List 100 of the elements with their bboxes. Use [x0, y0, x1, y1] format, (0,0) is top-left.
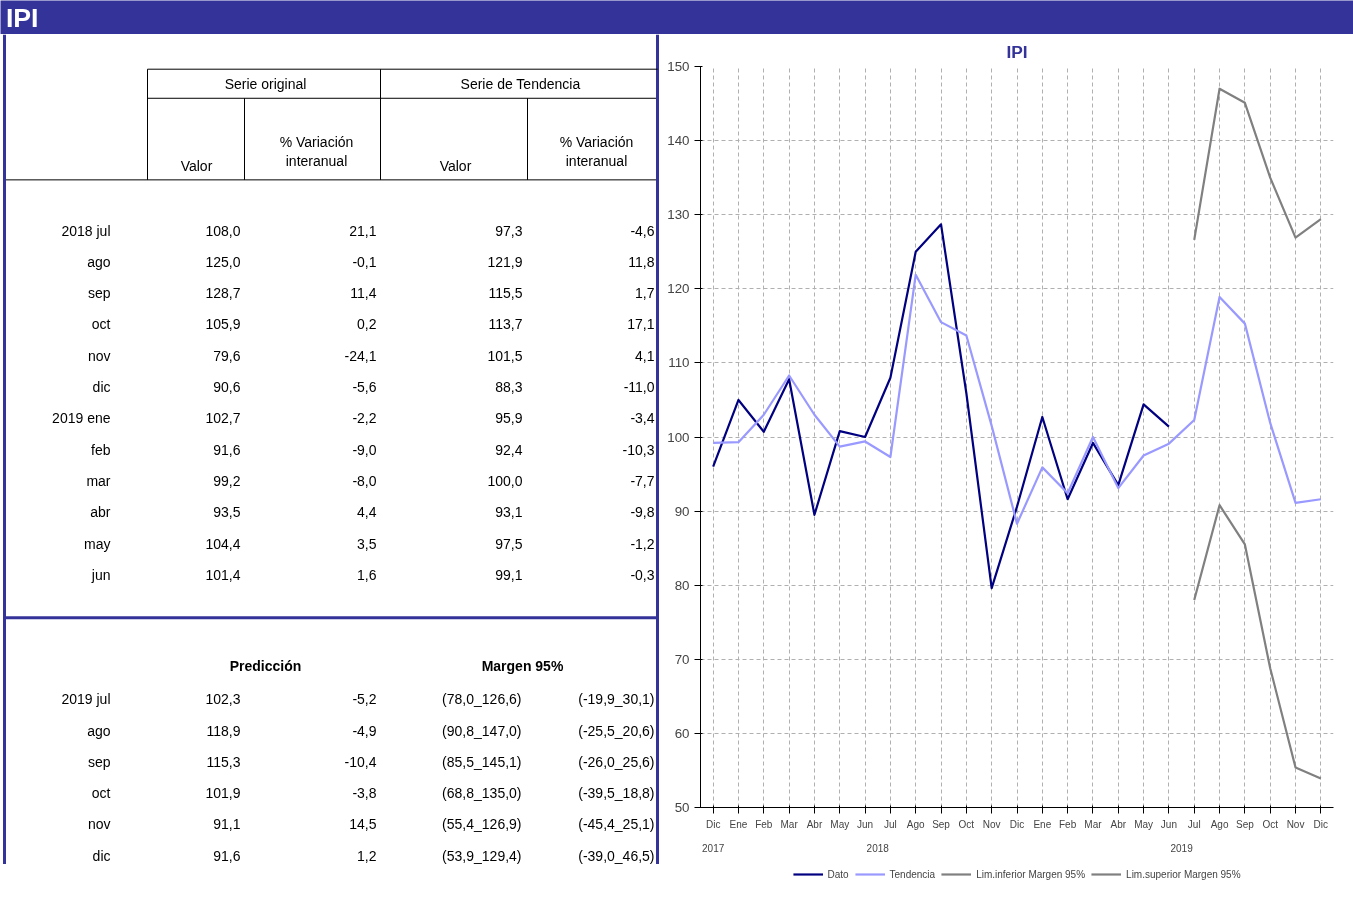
text: 2019 jul: [61, 691, 111, 708]
text: 93,1: [495, 504, 523, 521]
text: -4,9: [352, 722, 377, 739]
text: 0,2: [357, 316, 377, 333]
text: 115,5: [488, 285, 523, 302]
x-tick-label: Sep: [1235, 818, 1255, 830]
x-tick-label: Jul: [884, 818, 897, 830]
y-tick-label: 70: [674, 651, 690, 667]
x-tick-label: Oct: [958, 818, 975, 830]
y-tick-label: 150: [667, 59, 690, 74]
text: 118,9: [206, 722, 241, 739]
text: 97,3: [495, 222, 523, 239]
text: 4,4: [357, 504, 377, 521]
x-tick-label: Abr: [1110, 818, 1127, 830]
y-tick-label: 80: [674, 577, 690, 593]
text: -9,8: [630, 504, 655, 521]
text: 2019: [1170, 842, 1194, 854]
y-tick-label: 140: [667, 133, 690, 149]
text: Valor: [180, 157, 213, 174]
text: 128,7: [205, 285, 241, 302]
text: -9,0: [352, 441, 377, 458]
text: 113,7: [488, 316, 523, 333]
x-tick-label: May: [1134, 818, 1154, 830]
text: (-39,5_18,8): [578, 785, 655, 802]
text: 93,5: [213, 504, 241, 521]
text: oct: [91, 785, 111, 802]
text: 97,5: [495, 535, 523, 552]
x-tick-label: Feb: [1059, 818, 1077, 830]
text: 101,4: [205, 567, 241, 584]
text: 105,9: [205, 316, 241, 333]
text: (90,8_147,0): [442, 722, 522, 739]
text: -0,1: [352, 253, 377, 270]
text: ago: [87, 253, 111, 270]
legend-label: Lim.inferior Margen 95%: [976, 868, 1086, 880]
text: -8,0: [352, 473, 377, 490]
x-tick-label: Nov: [982, 818, 1001, 830]
legend-label: Lim.superior Margen 95%: [1126, 868, 1241, 880]
text: 95,9: [495, 410, 523, 427]
x-tick-label: Dic: [1009, 818, 1025, 830]
y-tick-label: 60: [674, 725, 690, 741]
text: -3,8: [352, 785, 377, 802]
y-tick-label: 120: [667, 281, 690, 297]
text: -5,6: [352, 379, 377, 396]
text: 2018 jul: [61, 222, 111, 239]
text: -0,3: [630, 567, 655, 584]
chart-title: IPI: [1006, 41, 1028, 62]
text: 99,1: [495, 567, 523, 584]
text: nov: [87, 347, 111, 364]
text: dic: [92, 379, 111, 396]
text: may: [84, 535, 111, 552]
text: jun: [90, 567, 111, 584]
text: 1,2: [357, 847, 377, 864]
text: Serie de Tendencia: [460, 76, 581, 93]
text: mar: [86, 473, 111, 490]
x-tick-label: Mar: [1084, 818, 1103, 830]
text: (-19,9_30,1): [578, 691, 655, 708]
text: 101,5: [487, 347, 523, 364]
legend-label: Tendencia: [889, 868, 936, 880]
text: Margen 95%: [481, 657, 564, 674]
text: -4,6: [630, 222, 655, 239]
text: (53,9_129,4): [442, 847, 522, 864]
text: -10,3: [622, 441, 655, 458]
text: 79,6: [213, 347, 241, 364]
y-tick-label: 90: [674, 503, 690, 519]
text: sep: [87, 285, 111, 302]
text: 11,4: [350, 285, 377, 302]
x-tick-label: Mar: [780, 818, 799, 830]
text: % Variación interanual: [559, 134, 634, 170]
x-tick-label: Jun: [1160, 818, 1177, 830]
text: Valor: [439, 157, 472, 174]
text: 2019 ene: [52, 410, 111, 427]
text: -7,7: [630, 473, 655, 490]
x-tick-label: Abr: [806, 818, 823, 830]
text: 92,4: [495, 441, 523, 458]
text: Serie original: [224, 76, 307, 93]
x-tick-label: Feb: [755, 818, 773, 830]
y-tick-label: 110: [668, 355, 690, 371]
text: 1,6: [357, 567, 377, 584]
text: nov: [87, 816, 111, 833]
text: (-26,0_25,6): [578, 753, 655, 770]
x-tick-label: Nov: [1286, 818, 1305, 830]
text: feb: [91, 441, 111, 458]
x-tick-label: Ago: [906, 818, 926, 830]
text: 4,1: [635, 347, 655, 364]
text: (-25,5_20,6): [578, 722, 655, 739]
text: (-45,4_25,1): [578, 816, 655, 833]
text: 101,9: [205, 785, 241, 802]
x-tick-label: Dic: [705, 818, 721, 830]
text: Predicción: [229, 657, 302, 674]
text: ago: [87, 722, 111, 739]
x-tick-label: May: [830, 818, 850, 830]
text: 102,3: [205, 691, 241, 708]
legend-label: Dato: [827, 868, 849, 880]
text: 1,7: [635, 285, 655, 302]
text: 108,0: [205, 222, 241, 239]
text: -1,2: [630, 535, 655, 552]
text: dic: [92, 847, 111, 864]
text: 99,2: [213, 473, 241, 490]
text: 125,0: [205, 253, 241, 270]
text: (68,8_135,0): [442, 785, 522, 802]
